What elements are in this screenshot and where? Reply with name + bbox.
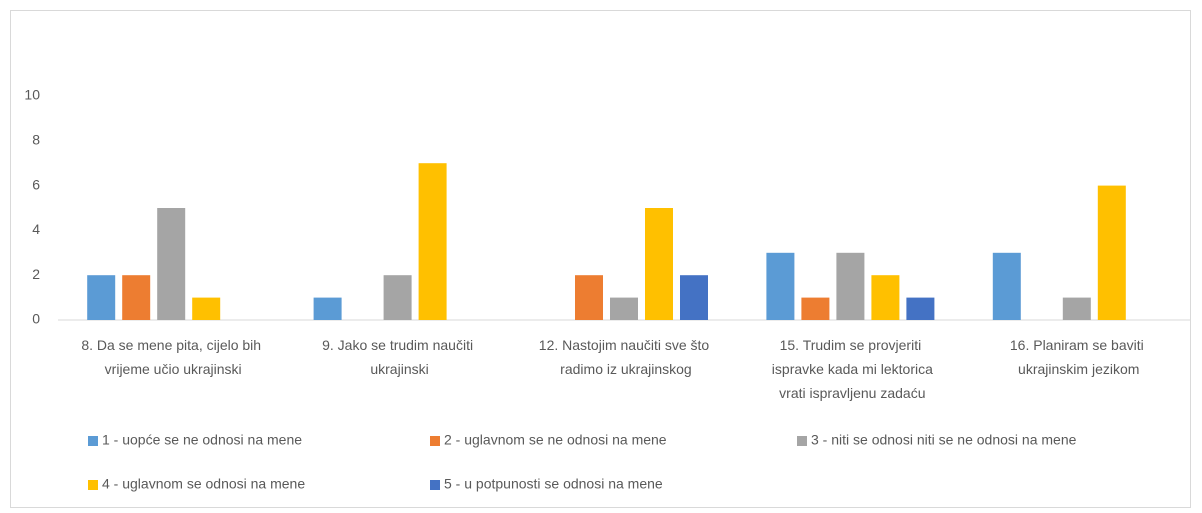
bar (383, 275, 412, 320)
legend-label: 1 - uopće se ne odnosi na mene (102, 432, 302, 448)
bar (122, 275, 151, 320)
x-tick-label: 8. Da se mene pita, cijelo bih vrijeme u… (81, 337, 261, 377)
bar (906, 297, 935, 320)
bar (680, 275, 708, 320)
y-tick-label: 10 (24, 87, 40, 103)
bar (766, 252, 795, 320)
bar (610, 297, 638, 320)
legend-label: 2 - uglavnom se ne odnosi na mene (444, 432, 667, 448)
y-tick-label: 8 (32, 132, 40, 148)
bar (992, 252, 1021, 320)
bar (87, 275, 116, 320)
legend-label: 5 - u potpunosti se odnosi na mene (444, 476, 663, 492)
y-tick-label: 2 (32, 266, 40, 282)
bar (157, 208, 186, 320)
y-tick-label: 0 (32, 311, 40, 327)
legend-swatch (88, 480, 98, 490)
x-tick-label: 16. Planiram se baviti ukrajinskim jezik… (1010, 337, 1144, 377)
x-tick-label: 15. Trudim se provjeriti ispravke kada m… (768, 337, 933, 401)
legend-swatch (797, 436, 807, 446)
bar (313, 297, 342, 320)
bar (645, 208, 673, 320)
legend-label: 4 - uglavnom se odnosi na mene (102, 476, 305, 492)
y-tick-label: 6 (32, 176, 40, 192)
bar (192, 297, 221, 320)
bar (801, 297, 830, 320)
x-tick-label: 12. Nastojim naučiti sve što radimo iz u… (539, 337, 710, 377)
bar (871, 275, 900, 320)
bar (1062, 297, 1091, 320)
bar (1097, 185, 1126, 320)
bar (836, 252, 865, 320)
legend-swatch (430, 480, 440, 490)
legend-swatch (88, 436, 98, 446)
y-tick-label: 4 (32, 221, 40, 237)
legend-swatch (430, 436, 440, 446)
x-tick-label: 9. Jako se trudim naučiti ukrajinski (322, 337, 473, 377)
legend-label: 3 - niti se odnosi niti se ne odnosi na … (811, 432, 1077, 448)
bar (418, 163, 447, 320)
bar (575, 275, 603, 320)
